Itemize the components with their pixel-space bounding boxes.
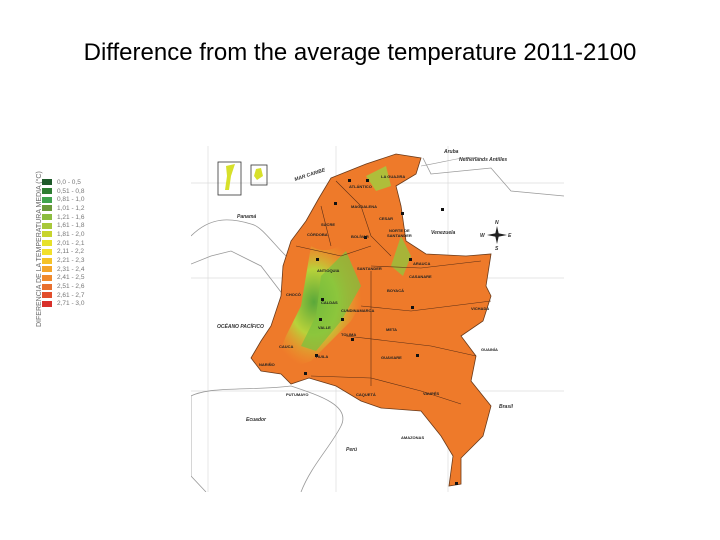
- panama-outline: [191, 219, 292, 297]
- legend-rows: 0,0 - 0,5 0,51 - 0,8 0,81 - 1,0 1,01 - 1,2 1…: [42, 178, 84, 308]
- svg-text:CHOCÓ: CHOCÓ: [286, 292, 301, 297]
- svg-text:SANTANDER: SANTANDER: [387, 233, 412, 238]
- legend-swatch: [42, 292, 52, 299]
- legend-swatch: [42, 231, 52, 238]
- legend-swatch: [42, 222, 52, 229]
- ecuador-label: Ecuador: [246, 417, 267, 423]
- svg-text:HUILA: HUILA: [316, 354, 328, 359]
- svg-text:SANTANDER: SANTANDER: [357, 266, 382, 271]
- ecuador-outline: [191, 385, 344, 492]
- legend-label: 1,61 - 1,8: [57, 222, 85, 230]
- legend-label: 2,01 - 2,1: [57, 239, 85, 247]
- san-andres-inset: [217, 161, 242, 196]
- legend-item: 2,01 - 2,1: [42, 239, 84, 248]
- svg-text:VAUPÉS: VAUPÉS: [423, 391, 439, 396]
- venezuela-label: Venezuela: [431, 230, 455, 236]
- svg-text:ANTIOQUIA: ANTIOQUIA: [317, 268, 340, 273]
- legend-label: 1,81 - 2,0: [57, 230, 85, 238]
- legend-label: 2,41 - 2,5: [57, 274, 85, 282]
- legend-item: 2,41 - 2,5: [42, 274, 84, 283]
- legend-swatch: [42, 300, 52, 307]
- svg-text:CASANARE: CASANARE: [409, 274, 432, 279]
- legend-swatch: [42, 283, 52, 290]
- legend-item: 0,51 - 0,8: [42, 187, 84, 196]
- svg-text:VALLE: VALLE: [318, 325, 331, 330]
- colombia-temperature-map: MAR CARIBE Aruba Netherlands Antilles Pa…: [191, 146, 564, 492]
- legend-label: 2,51 - 2,6: [57, 283, 85, 291]
- legend-swatch: [42, 248, 52, 255]
- legend-label: 0,0 - 0,5: [57, 178, 81, 186]
- legend-label: 0,51 - 0,8: [57, 187, 85, 195]
- svg-text:ATLÁNTICO: ATLÁNTICO: [349, 184, 372, 189]
- legend-swatch: [42, 205, 52, 212]
- map-graphic: MAR CARIBE Aruba Netherlands Antilles Pa…: [191, 146, 564, 492]
- svg-text:LA GUAJIRA: LA GUAJIRA: [381, 174, 405, 179]
- venezuela-coast-outline: [422, 157, 564, 197]
- svg-text:E: E: [508, 233, 512, 239]
- svg-text:SUCRE: SUCRE: [321, 222, 335, 227]
- legend-label: 2,11 - 2,2: [57, 248, 84, 256]
- legend-item: 1,81 - 2,0: [42, 230, 84, 239]
- legend-item: 2,71 - 3,0: [42, 300, 84, 309]
- svg-text:META: META: [386, 327, 397, 332]
- svg-text:ARAUCA: ARAUCA: [413, 261, 430, 266]
- svg-text:CALDAS: CALDAS: [321, 300, 338, 305]
- legend-item: 1,01 - 1,2: [42, 204, 84, 213]
- svg-text:NORTE DE: NORTE DE: [389, 228, 410, 233]
- svg-text:W: W: [480, 233, 486, 239]
- legend-label: 2,21 - 2,3: [57, 257, 85, 265]
- legend-label: 1,01 - 1,2: [57, 204, 85, 212]
- svg-text:CESAR: CESAR: [379, 216, 393, 221]
- svg-text:S: S: [495, 246, 499, 252]
- legend-item: 1,21 - 1,6: [42, 213, 84, 222]
- svg-text:PUTUMAYO: PUTUMAYO: [286, 392, 309, 397]
- legend-item: 2,61 - 2,7: [42, 291, 84, 300]
- legend-label: 2,61 - 2,7: [57, 291, 85, 299]
- legend-item: 2,31 - 2,4: [42, 265, 84, 274]
- svg-text:AMAZONAS: AMAZONAS: [401, 435, 424, 440]
- svg-text:BOLÍVAR: BOLÍVAR: [351, 234, 369, 239]
- legend-swatch: [42, 257, 52, 264]
- brasil-label: Brasil: [499, 404, 514, 410]
- legend-item: 2,11 - 2,2: [42, 248, 84, 257]
- legend-item: 1,61 - 1,8: [42, 221, 84, 230]
- svg-text:CAUCA: CAUCA: [279, 344, 294, 349]
- svg-text:CUNDINAMARCA: CUNDINAMARCA: [341, 308, 374, 313]
- svg-text:N: N: [495, 220, 499, 226]
- svg-text:TOLIMA: TOLIMA: [341, 332, 356, 337]
- peru-label: Perú: [346, 447, 357, 453]
- legend-item: 0,81 - 1,0: [42, 195, 84, 204]
- legend-label: 2,31 - 2,4: [57, 265, 85, 273]
- legend-label: 0,81 - 1,0: [57, 196, 85, 204]
- svg-text:GUAVIARE: GUAVIARE: [381, 355, 402, 360]
- svg-text:CAQUETÁ: CAQUETÁ: [356, 392, 376, 397]
- panama-label: Panamá: [237, 214, 256, 220]
- compass-rose-icon: N S E W: [480, 220, 512, 252]
- legend-item: 2,51 - 2,6: [42, 282, 84, 291]
- netherlands-antilles-label: Netherlands Antilles: [459, 157, 507, 163]
- svg-text:BOYACÁ: BOYACÁ: [387, 288, 404, 293]
- providencia-inset: [250, 164, 268, 186]
- svg-text:MAGDALENA: MAGDALENA: [351, 204, 377, 209]
- legend-swatch: [42, 214, 52, 221]
- legend-swatch: [42, 179, 52, 186]
- temperature-legend: DIFERENCIA DE LA TEMPERATURA MEDIA (°C) …: [24, 171, 94, 328]
- legend-swatch: [42, 188, 52, 195]
- legend-item: 0,0 - 0,5: [42, 178, 84, 187]
- legend-swatch: [42, 196, 52, 203]
- svg-text:NARIÑO: NARIÑO: [259, 362, 275, 367]
- legend-item: 2,21 - 2,3: [42, 256, 84, 265]
- svg-text:GUAINÍA: GUAINÍA: [481, 347, 498, 352]
- sea-label: MAR CARIBE: [294, 167, 327, 183]
- ocean-label: OCÉANO PACÍFICO: [217, 322, 264, 330]
- slide-title: Difference from the average temperature …: [83, 39, 637, 66]
- aruba-label: Aruba: [443, 149, 459, 155]
- legend-swatch: [42, 274, 52, 281]
- legend-swatch: [42, 240, 52, 247]
- legend-swatch: [42, 266, 52, 273]
- svg-text:CÓRDOBA: CÓRDOBA: [307, 232, 328, 237]
- svg-text:VICHADA: VICHADA: [471, 306, 489, 311]
- legend-label: 1,21 - 1,6: [57, 213, 85, 221]
- legend-label: 2,71 - 3,0: [57, 300, 85, 308]
